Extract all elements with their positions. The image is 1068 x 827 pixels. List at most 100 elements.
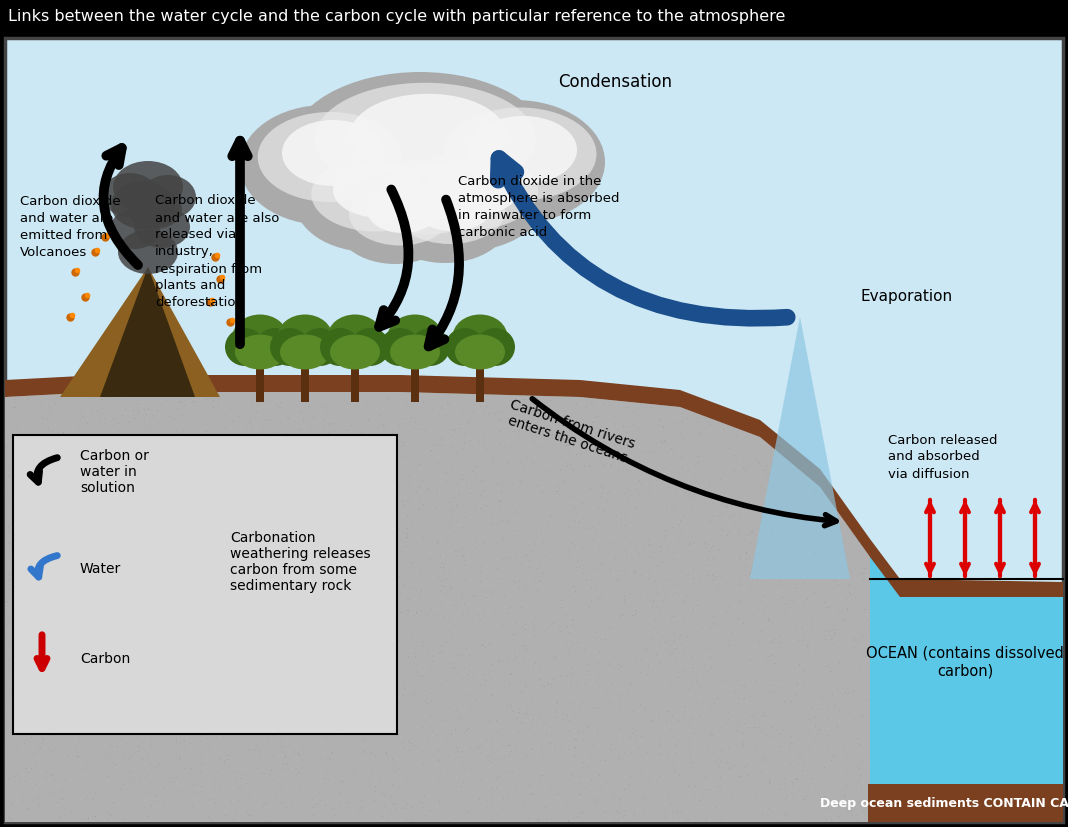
Point xyxy=(108,437,125,451)
Point xyxy=(325,405,342,418)
Point xyxy=(471,739,488,752)
Point xyxy=(289,445,307,458)
Point xyxy=(130,566,147,580)
Point xyxy=(305,609,323,622)
Point xyxy=(418,408,435,421)
Point xyxy=(702,445,719,458)
Point xyxy=(20,448,37,461)
Point xyxy=(78,762,95,775)
Point xyxy=(346,780,363,793)
Point xyxy=(468,467,485,480)
Point xyxy=(754,726,771,739)
Point xyxy=(781,661,798,674)
Point xyxy=(232,705,249,719)
Point xyxy=(379,390,396,404)
Point xyxy=(219,444,236,457)
Point xyxy=(278,558,295,571)
Point xyxy=(325,711,342,724)
Point xyxy=(268,573,285,586)
Point xyxy=(271,636,288,649)
Point xyxy=(753,572,770,586)
Point xyxy=(370,613,387,626)
Point xyxy=(637,590,654,603)
Point xyxy=(791,748,808,762)
Point xyxy=(543,394,560,407)
Point xyxy=(80,703,97,716)
Point xyxy=(666,764,684,777)
Point xyxy=(853,607,870,620)
Point xyxy=(340,476,357,490)
Point xyxy=(491,425,508,438)
Point xyxy=(380,540,397,553)
Point xyxy=(450,526,467,539)
Point xyxy=(698,506,716,519)
Point xyxy=(331,562,348,575)
Point xyxy=(537,480,554,494)
Point xyxy=(590,709,607,722)
Point xyxy=(50,391,67,404)
Point xyxy=(260,447,277,460)
Point xyxy=(172,673,189,686)
Point xyxy=(783,484,800,497)
Point xyxy=(315,647,332,660)
Point xyxy=(160,700,177,713)
Point xyxy=(239,464,256,477)
Point xyxy=(544,538,561,552)
Point xyxy=(461,591,478,605)
Point xyxy=(32,530,49,543)
Point xyxy=(34,790,51,803)
Point xyxy=(84,810,101,823)
Point xyxy=(238,518,255,531)
Point xyxy=(491,730,508,743)
Point xyxy=(846,542,863,555)
Point xyxy=(404,716,421,729)
Point xyxy=(853,557,870,570)
Point xyxy=(748,792,765,805)
Point xyxy=(381,533,398,546)
Point xyxy=(740,743,757,756)
Point xyxy=(644,754,661,767)
Point xyxy=(153,391,170,404)
Point xyxy=(265,497,282,510)
Point xyxy=(218,557,235,570)
Point xyxy=(29,747,46,760)
Point xyxy=(584,581,601,594)
Point xyxy=(143,640,160,653)
Point xyxy=(299,485,316,499)
Point xyxy=(182,517,199,530)
Point xyxy=(546,750,563,763)
Point xyxy=(427,543,444,557)
Point xyxy=(76,434,93,447)
Point xyxy=(766,791,783,804)
Point xyxy=(514,449,531,462)
Point xyxy=(599,787,616,801)
Point xyxy=(116,672,134,686)
Point xyxy=(798,527,815,540)
Point xyxy=(287,517,304,530)
Point xyxy=(499,515,516,528)
Point xyxy=(345,646,362,659)
Point xyxy=(200,523,217,537)
Point xyxy=(494,743,512,756)
Point xyxy=(160,530,177,543)
Point xyxy=(460,479,477,492)
Point xyxy=(644,482,661,495)
Point xyxy=(748,711,765,724)
Point xyxy=(82,751,99,764)
Point xyxy=(821,703,838,716)
Point xyxy=(826,612,843,625)
Point xyxy=(150,465,167,478)
Point xyxy=(124,407,141,420)
Point xyxy=(266,703,283,716)
Point xyxy=(129,508,146,521)
Point xyxy=(75,640,92,653)
Point xyxy=(382,715,399,729)
Point xyxy=(423,584,440,597)
Point xyxy=(492,559,509,572)
Point xyxy=(57,457,74,470)
Point xyxy=(390,718,407,731)
Point xyxy=(174,504,191,518)
Point xyxy=(198,753,215,767)
Point xyxy=(561,439,578,452)
Point xyxy=(462,548,480,562)
